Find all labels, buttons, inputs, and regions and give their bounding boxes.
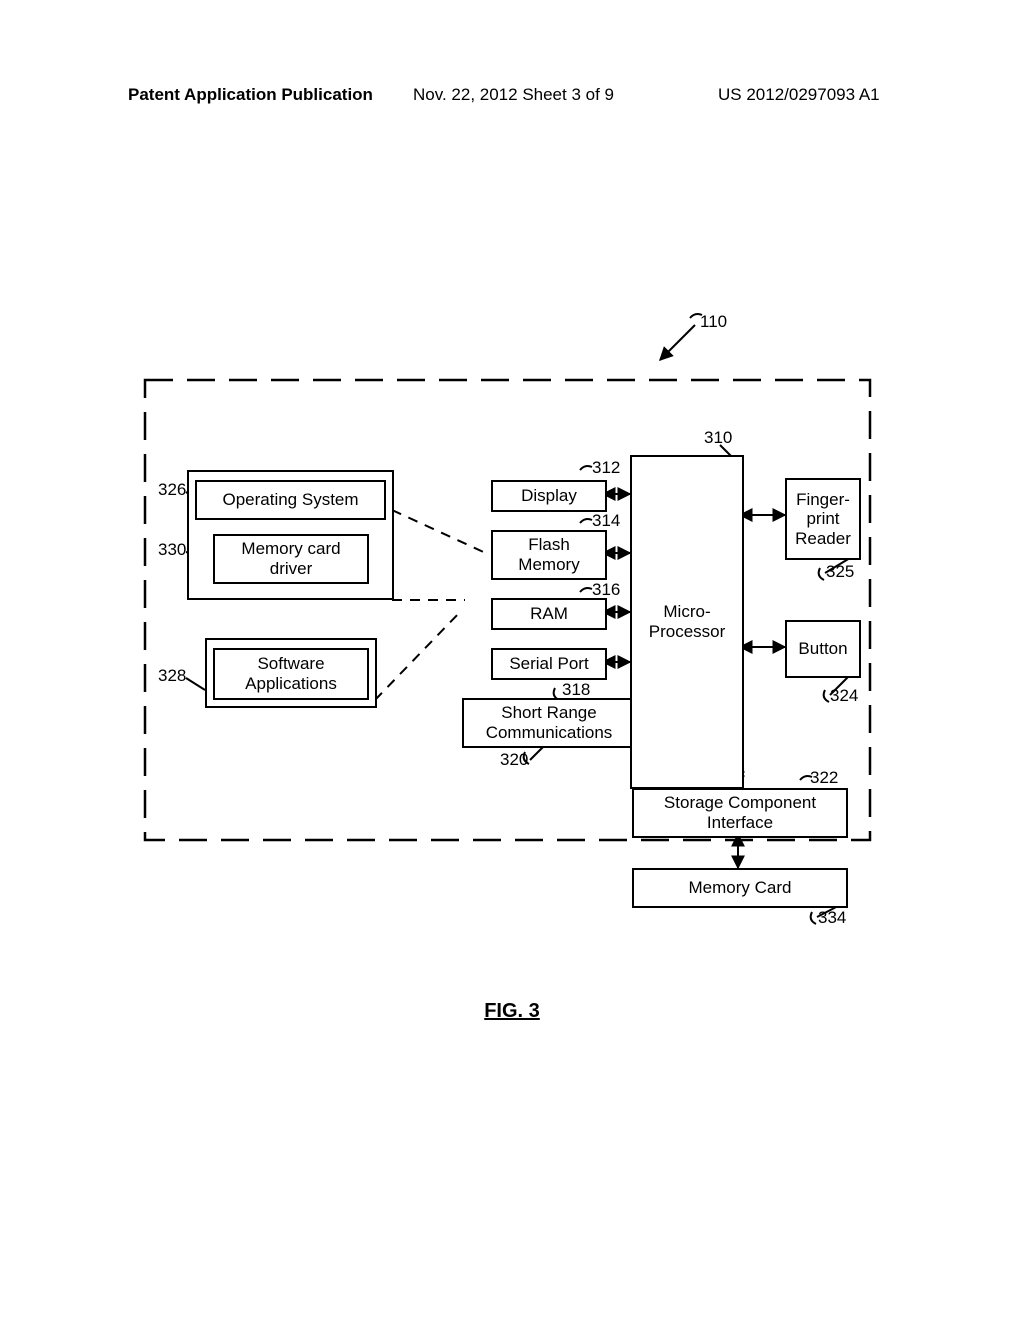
ref-328: 328	[158, 666, 186, 686]
ref-322: 322	[810, 768, 838, 788]
display-box: Display	[491, 480, 607, 512]
microprocessor-box: Micro- Processor	[630, 455, 744, 789]
ref-326: 326	[158, 480, 186, 500]
figure-caption: FIG. 3	[0, 1000, 1024, 1023]
fingerprint-box: Finger- print Reader	[785, 478, 861, 560]
ref-312: 312	[592, 458, 620, 478]
ref-325: 325	[826, 562, 854, 582]
ref-316: 316	[592, 580, 620, 600]
ref-310: 310	[704, 428, 732, 448]
ref-330: 330	[158, 540, 186, 560]
button-box: Button	[785, 620, 861, 678]
ref-334: 334	[818, 908, 846, 928]
ram-box: RAM	[491, 598, 607, 630]
ref-110: 110	[700, 312, 727, 332]
ref-324: 324	[830, 686, 858, 706]
memory-card-box: Memory Card	[632, 868, 848, 908]
os-box: Operating System	[195, 480, 386, 520]
shortrange-box: Short Range Communications	[462, 698, 636, 748]
ref-314: 314	[592, 511, 620, 531]
swapps-box: Software Applications	[213, 648, 369, 700]
storage-interface-box: Storage Component Interface	[632, 788, 848, 838]
ref-318: 318	[562, 680, 590, 700]
ref-320: 320	[500, 750, 528, 770]
memdriver-box: Memory card driver	[213, 534, 369, 584]
flash-box: Flash Memory	[491, 530, 607, 580]
serial-box: Serial Port	[491, 648, 607, 680]
